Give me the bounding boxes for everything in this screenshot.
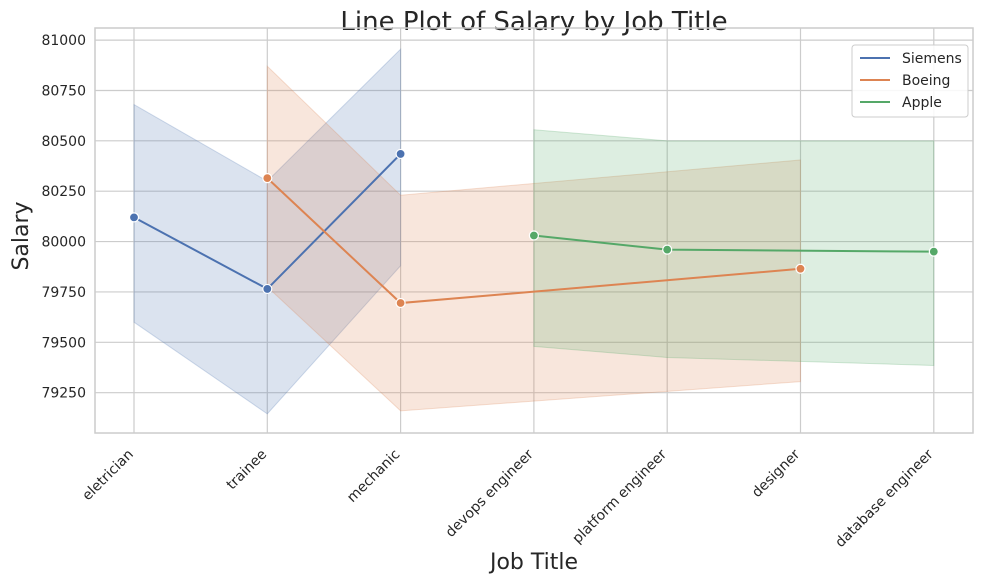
legend-box	[851, 44, 969, 118]
y-tick-label: 79250	[41, 386, 86, 402]
y-tick-label: 80750	[41, 83, 86, 99]
y-tick-label: 80500	[41, 134, 86, 150]
data-point	[395, 297, 406, 309]
series-markers	[128, 148, 939, 309]
data-point	[928, 246, 939, 257]
data-point	[128, 212, 140, 223]
data-point	[528, 230, 540, 241]
legend: Siemens Boeing Apple	[851, 44, 969, 118]
data-point	[262, 283, 273, 295]
data-point	[795, 263, 806, 274]
legend-label: Apple	[902, 95, 942, 111]
plot-frame	[94, 27, 974, 434]
data-point	[262, 173, 273, 184]
legend-label: Siemens	[902, 51, 962, 67]
y-tick-label: 79750	[41, 285, 86, 301]
confidence-band	[533, 129, 935, 367]
y-tick-label: 80250	[41, 184, 86, 200]
data-point	[395, 148, 406, 160]
x-axis-label: Job Title	[488, 550, 578, 575]
data-point	[662, 244, 673, 255]
y-tick-label: 80000	[41, 235, 86, 251]
y-tick-label: 81000	[41, 33, 86, 49]
y-tick-label: 79500	[41, 335, 86, 351]
grid-lines	[95, 28, 973, 433]
y-tick-labels: 79250 79500 79750 80000 80250 80500 80750 81000	[41, 33, 86, 402]
legend-label: Boeing	[902, 73, 950, 89]
y-axis-label: Salary	[9, 201, 34, 270]
